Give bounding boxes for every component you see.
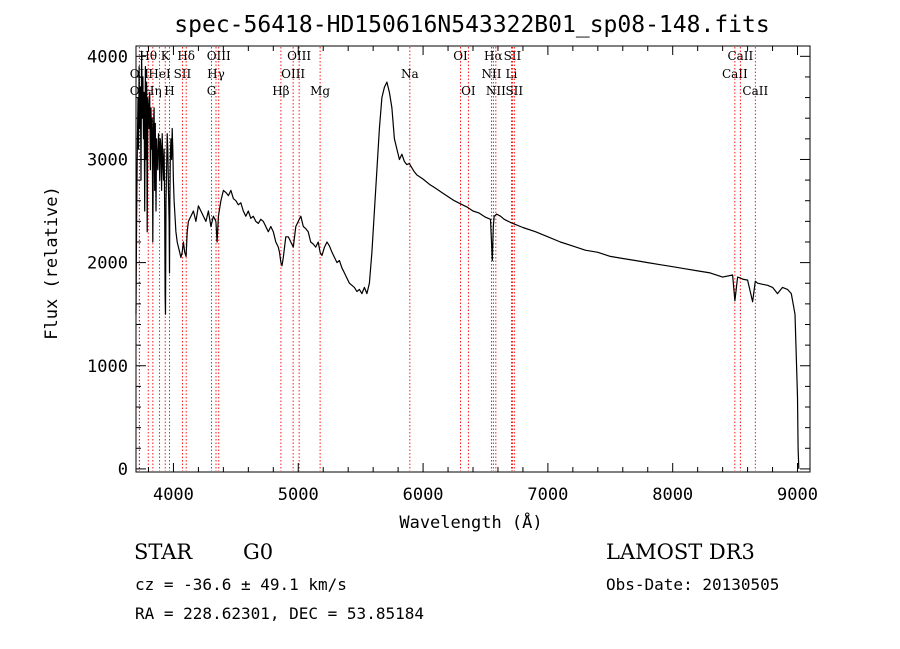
x-tick-label-4: 8000 xyxy=(652,485,693,505)
line-label-18: OI xyxy=(461,84,476,98)
line-label-12: Hβ xyxy=(272,84,289,98)
line-label-10: Hγ xyxy=(207,67,225,81)
line-label-23: SII xyxy=(504,49,522,63)
line-label-15: Mg xyxy=(310,84,330,98)
x-axis-label: Wavelength (Å) xyxy=(399,511,542,533)
line-label-16: Na xyxy=(401,67,419,81)
line-label-24: SII xyxy=(505,84,523,98)
y-tick-label-1: 1000 xyxy=(87,357,128,377)
y-axis-label: Flux (relative) xyxy=(42,186,62,340)
chart-title: spec-56418-HD150616N543322B01_sp08-148.f… xyxy=(174,12,769,38)
line-label-14: OIII xyxy=(287,49,311,63)
y-tick-label-4: 4000 xyxy=(87,47,128,67)
line-label-17: OI xyxy=(453,49,468,63)
line-label-22: Li xyxy=(506,67,518,81)
x-tick-label-3: 7000 xyxy=(527,485,568,505)
object-class: STAR xyxy=(134,540,193,564)
survey-name: LAMOST DR3 xyxy=(606,540,755,564)
line-label-20: Hα xyxy=(484,49,503,63)
axis-ticks: 4000 5000 6000 7000 8000 9000 0 1000 2000 3000 400… xyxy=(87,46,818,505)
line-label-6: H xyxy=(164,84,174,98)
line-label-3: Hη xyxy=(144,84,162,98)
line-label-11: OIII xyxy=(207,49,231,63)
spectral-line-markers: OIIHθOIIHηHeIKHSIIHδGHγOIIIHβOIIIOIIIMgN… xyxy=(130,47,768,471)
line-label-7: SII xyxy=(174,67,192,81)
line-label-8: Hδ xyxy=(177,49,195,63)
line-label-19: NII xyxy=(481,67,501,81)
x-tick-label-5: 9000 xyxy=(777,485,818,505)
redshift-velocity: cz = -36.6 ± 49.1 km/s xyxy=(135,575,347,594)
flux-trace xyxy=(135,50,800,469)
line-label-26: CaII xyxy=(727,49,753,63)
line-label-1: Hθ xyxy=(139,49,157,63)
line-label-4: HeI xyxy=(148,67,171,81)
line-label-27: CaII xyxy=(742,84,768,98)
x-tick-label-1: 5000 xyxy=(278,485,319,505)
line-label-21: NII xyxy=(486,84,506,98)
line-label-25: CaII xyxy=(722,67,748,81)
y-tick-label-3: 3000 xyxy=(87,150,128,170)
object-subclass: G0 xyxy=(243,540,274,564)
line-label-13: OIII xyxy=(281,67,305,81)
observation-date: Obs-Date: 20130505 xyxy=(606,575,780,594)
line-label-5: K xyxy=(161,49,171,63)
x-tick-label-2: 6000 xyxy=(403,485,444,505)
x-tick-label-0: 4000 xyxy=(153,485,194,505)
coordinates: RA = 228.62301, DEC = 53.85184 xyxy=(135,604,424,623)
y-tick-label-2: 2000 xyxy=(87,254,128,274)
plot-frame xyxy=(135,45,811,473)
y-tick-label-0: 0 xyxy=(118,460,128,480)
line-label-9: G xyxy=(207,84,217,98)
